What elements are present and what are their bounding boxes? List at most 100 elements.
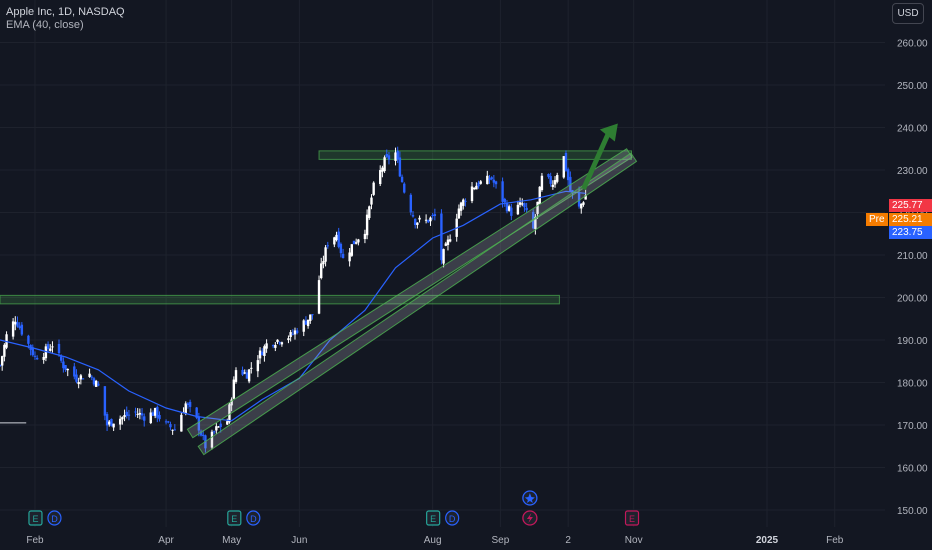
candle-body bbox=[333, 237, 336, 245]
earnings-icon[interactable] bbox=[227, 510, 242, 526]
candle-body bbox=[309, 314, 312, 321]
candle-body bbox=[212, 431, 216, 433]
candle-body bbox=[320, 263, 323, 279]
x-tick-label: Feb bbox=[26, 535, 44, 546]
candle-body bbox=[57, 343, 61, 354]
y-tick-label: 180.00 bbox=[897, 379, 928, 390]
candle-body bbox=[372, 182, 375, 195]
candle-body bbox=[35, 357, 39, 360]
candle-body bbox=[62, 361, 65, 369]
arrow-shaft[interactable] bbox=[581, 133, 611, 191]
candle-body bbox=[118, 418, 122, 425]
candle-body bbox=[523, 203, 526, 208]
candle-body bbox=[416, 222, 419, 225]
candle-body bbox=[348, 252, 351, 262]
candle-body bbox=[250, 367, 253, 369]
candle-body bbox=[51, 346, 54, 348]
candle-body bbox=[136, 413, 139, 415]
candle-body bbox=[577, 192, 581, 207]
earnings-icon[interactable] bbox=[426, 510, 441, 526]
lightning-shape bbox=[526, 513, 533, 523]
x-tick-label: Jun bbox=[291, 535, 307, 546]
candle-body bbox=[398, 157, 402, 177]
arrow-head-icon[interactable] bbox=[599, 123, 618, 142]
candle-body bbox=[295, 330, 299, 334]
candle-body bbox=[278, 342, 281, 344]
candle-body bbox=[247, 369, 251, 382]
candle-body bbox=[110, 418, 113, 427]
candle-body bbox=[427, 219, 430, 223]
candle-body bbox=[564, 153, 568, 171]
horizontal-zone[interactable] bbox=[0, 294, 560, 305]
candle-body bbox=[538, 186, 541, 205]
candle-body bbox=[379, 170, 382, 185]
candle-body bbox=[188, 401, 192, 407]
candle-body bbox=[368, 206, 371, 218]
candle-body bbox=[243, 372, 246, 374]
candle-body bbox=[81, 378, 85, 380]
candle-body bbox=[219, 423, 222, 427]
candle-body bbox=[31, 347, 34, 356]
trend-channel[interactable] bbox=[186, 148, 633, 439]
candle-body bbox=[158, 414, 161, 420]
drawings-overlay bbox=[186, 123, 638, 456]
candle-body bbox=[403, 183, 406, 193]
candle-body bbox=[326, 245, 329, 247]
candle-body bbox=[232, 379, 236, 399]
y-tick-label: 200.00 bbox=[897, 294, 928, 305]
candle-body bbox=[199, 431, 203, 436]
candle-body bbox=[507, 206, 511, 211]
candle-body bbox=[140, 413, 144, 416]
candle-body bbox=[584, 195, 587, 200]
candle-body bbox=[516, 204, 520, 215]
candle-body bbox=[66, 368, 69, 371]
candle-body bbox=[289, 332, 292, 338]
y-tick-label: 250.00 bbox=[897, 81, 928, 92]
candle-body bbox=[472, 187, 476, 190]
candle-body bbox=[77, 381, 80, 385]
horizontal-zone[interactable] bbox=[318, 150, 633, 160]
candle-body bbox=[365, 214, 369, 236]
candle-body bbox=[226, 421, 229, 425]
dividend-icon[interactable] bbox=[445, 510, 460, 526]
candle-body bbox=[464, 200, 467, 202]
candle-body bbox=[164, 421, 168, 423]
candle-body bbox=[444, 243, 447, 246]
candle-body bbox=[580, 203, 583, 209]
candle-body bbox=[112, 423, 115, 428]
candle-body bbox=[33, 355, 37, 357]
price-tag: 223.75 bbox=[889, 226, 932, 239]
trend-channel[interactable] bbox=[197, 152, 638, 456]
dividend-icon[interactable] bbox=[246, 510, 261, 526]
earnings-icon[interactable] bbox=[624, 510, 640, 526]
candle-body bbox=[18, 326, 21, 329]
currency-button[interactable]: USD bbox=[892, 3, 924, 24]
candle-body bbox=[263, 346, 266, 356]
candle-body bbox=[475, 185, 478, 190]
indicator-label[interactable]: EMA (40, close) bbox=[6, 19, 84, 31]
candle-body bbox=[138, 412, 142, 415]
candle-body bbox=[411, 215, 415, 217]
candle-body bbox=[49, 348, 52, 351]
candle-body bbox=[324, 247, 327, 262]
candle-body bbox=[521, 203, 524, 205]
candle-body bbox=[306, 319, 310, 327]
candle-body bbox=[149, 412, 152, 424]
candle-body bbox=[11, 321, 15, 337]
candle-body bbox=[180, 414, 183, 432]
candle-body bbox=[394, 152, 397, 161]
candle-body bbox=[363, 233, 367, 240]
x-tick-label: Feb bbox=[826, 535, 844, 546]
candle-body bbox=[169, 424, 172, 428]
earnings-icon[interactable] bbox=[28, 510, 43, 526]
y-tick-label: 260.00 bbox=[897, 39, 928, 50]
x-tick-label: Aug bbox=[424, 535, 442, 546]
price-tag: 225.21 bbox=[889, 213, 932, 226]
time-axis: Feb Apr May Jun Aug Sep 2 Nov 2025 Feb bbox=[26, 535, 843, 546]
candle-body bbox=[186, 403, 190, 405]
dividend-icon[interactable] bbox=[47, 510, 62, 526]
candle-body bbox=[241, 369, 244, 375]
candle-body bbox=[280, 342, 284, 345]
candle-body bbox=[383, 157, 386, 172]
